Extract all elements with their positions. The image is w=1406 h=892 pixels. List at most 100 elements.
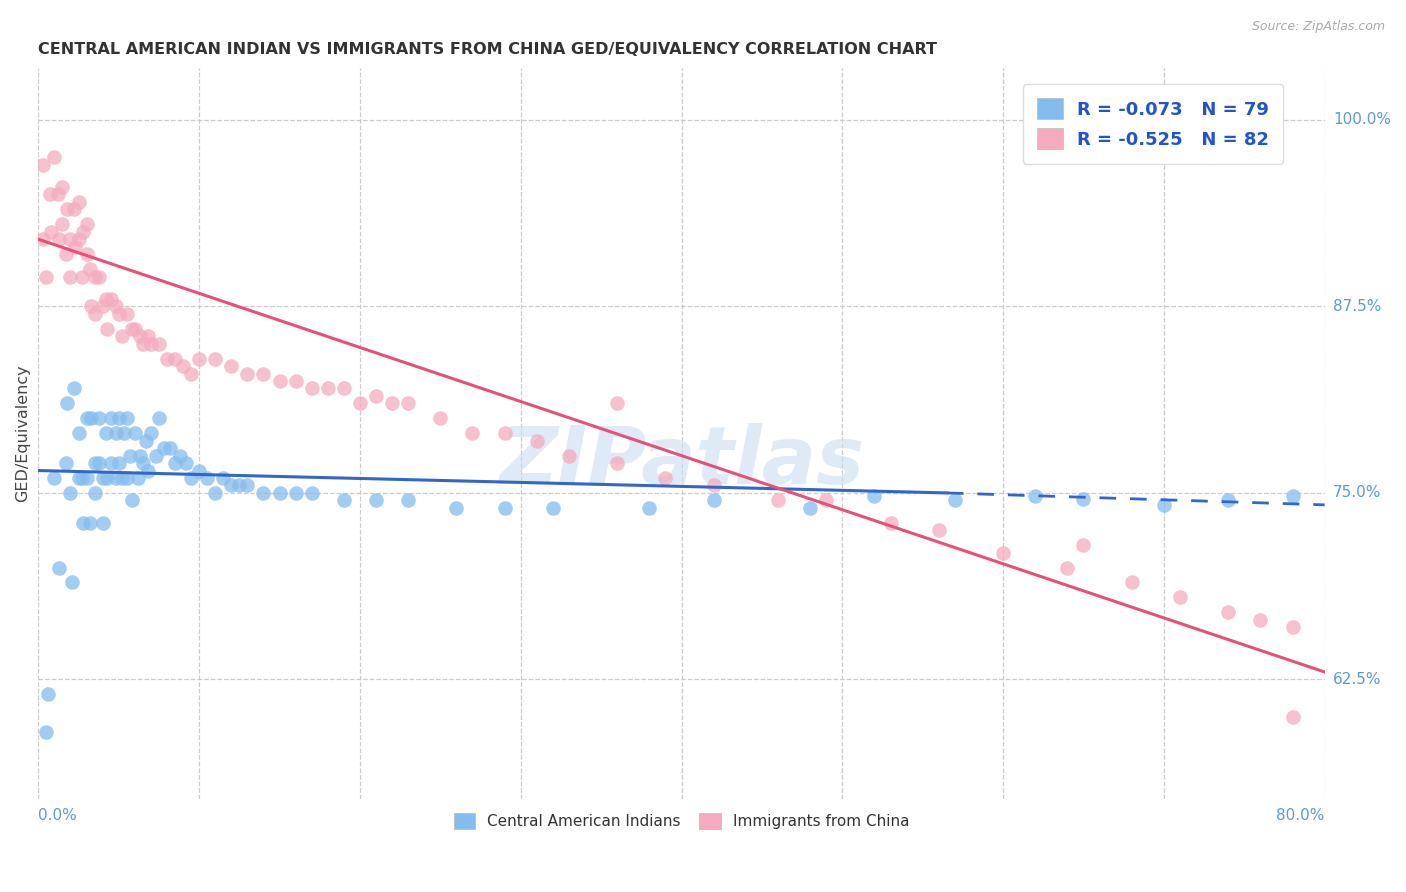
Point <box>1218 605 1240 619</box>
Point <box>148 411 170 425</box>
Point <box>128 329 150 343</box>
Point <box>1024 489 1046 503</box>
Point <box>35 724 58 739</box>
Text: ZIPatlas: ZIPatlas <box>499 424 865 501</box>
Point <box>252 486 274 500</box>
Point <box>91 471 114 485</box>
Point <box>991 546 1014 560</box>
Point <box>100 292 122 306</box>
Text: 0.0%: 0.0% <box>38 808 77 822</box>
Point <box>1281 489 1303 503</box>
Point <box>461 426 484 441</box>
Point <box>1218 493 1240 508</box>
Point <box>863 489 886 503</box>
Point <box>558 449 581 463</box>
Point <box>128 449 150 463</box>
Point <box>301 382 323 396</box>
Point <box>65 240 87 254</box>
Point <box>76 411 98 425</box>
Point <box>541 500 564 515</box>
Y-axis label: GED/Equivalency: GED/Equivalency <box>15 365 30 502</box>
Point <box>1073 491 1095 506</box>
Point <box>446 500 468 515</box>
Point <box>127 471 149 485</box>
Point <box>1073 538 1095 552</box>
Point <box>180 367 202 381</box>
Point <box>212 471 235 485</box>
Point <box>100 411 122 425</box>
Text: 62.5%: 62.5% <box>1333 672 1382 687</box>
Point <box>83 307 105 321</box>
Point <box>67 194 90 209</box>
Point <box>396 396 419 410</box>
Point <box>118 449 141 463</box>
Point <box>67 232 90 246</box>
Point <box>152 441 174 455</box>
Point <box>104 471 127 485</box>
Point <box>72 516 94 530</box>
Point <box>1168 591 1191 605</box>
Point <box>219 478 242 492</box>
Point <box>349 396 371 410</box>
Point <box>107 456 129 470</box>
Point <box>163 351 186 366</box>
Text: 75.0%: 75.0% <box>1333 485 1381 500</box>
Point <box>284 486 307 500</box>
Point <box>654 471 676 485</box>
Point <box>35 269 58 284</box>
Point <box>364 493 387 508</box>
Point <box>928 523 950 537</box>
Point <box>396 493 419 508</box>
Point <box>44 471 66 485</box>
Point <box>228 478 250 492</box>
Point <box>606 456 628 470</box>
Point <box>94 426 117 441</box>
Point <box>107 411 129 425</box>
Point <box>32 232 55 246</box>
Point <box>59 232 82 246</box>
Point <box>96 322 118 336</box>
Point <box>70 269 93 284</box>
Point <box>159 441 181 455</box>
Point <box>364 389 387 403</box>
Point <box>132 456 155 470</box>
Point <box>46 187 69 202</box>
Point <box>124 426 146 441</box>
Point <box>148 336 170 351</box>
Point <box>107 307 129 321</box>
Text: CENTRAL AMERICAN INDIAN VS IMMIGRANTS FROM CHINA GED/EQUIVALENCY CORRELATION CHA: CENTRAL AMERICAN INDIAN VS IMMIGRANTS FR… <box>38 42 938 57</box>
Point <box>76 247 98 261</box>
Point <box>67 426 90 441</box>
Point <box>333 493 356 508</box>
Point <box>79 262 101 277</box>
Point <box>195 471 218 485</box>
Point <box>48 232 70 246</box>
Point <box>494 500 516 515</box>
Point <box>333 382 356 396</box>
Point <box>799 500 821 515</box>
Legend: Central American Indians, Immigrants from China: Central American Indians, Immigrants fro… <box>447 807 915 835</box>
Point <box>59 269 82 284</box>
Point <box>139 336 162 351</box>
Point <box>115 307 138 321</box>
Point <box>136 464 159 478</box>
Point <box>67 471 90 485</box>
Point <box>703 493 725 508</box>
Point <box>526 434 548 448</box>
Point <box>606 396 628 410</box>
Point <box>38 187 60 202</box>
Text: 100.0%: 100.0% <box>1333 112 1391 128</box>
Point <box>62 202 84 217</box>
Point <box>236 478 259 492</box>
Point <box>236 367 259 381</box>
Point <box>188 351 211 366</box>
Point <box>121 493 143 508</box>
Point <box>83 486 105 500</box>
Point <box>269 486 291 500</box>
Point <box>39 225 62 239</box>
Point <box>79 516 101 530</box>
Point <box>121 322 143 336</box>
Point <box>1249 613 1271 627</box>
Point <box>1121 575 1143 590</box>
Point <box>301 486 323 500</box>
